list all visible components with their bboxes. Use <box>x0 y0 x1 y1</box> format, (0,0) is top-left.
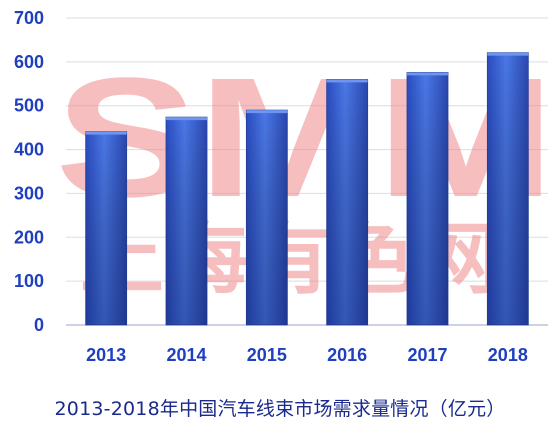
y-tick-label: 0 <box>34 315 44 335</box>
y-tick-label: 600 <box>14 52 44 72</box>
y-axis-ticks: 0 100 200 300 400 500 600 700 <box>14 8 44 335</box>
bar-cap <box>487 52 529 56</box>
bar-shade <box>246 110 288 325</box>
y-tick-label: 500 <box>14 96 44 116</box>
x-tick-label: 2013 <box>86 345 126 365</box>
gridlines <box>66 17 548 326</box>
bars <box>85 52 529 326</box>
watermark: SMM 上海有色网 <box>55 43 555 305</box>
bar-shade <box>85 131 127 325</box>
x-tick-label: 2017 <box>407 345 447 365</box>
y-tick-label: 300 <box>14 183 44 203</box>
x-tick-label: 2018 <box>488 345 528 365</box>
y-tick-label: 700 <box>14 8 44 28</box>
bar-shade <box>407 72 448 325</box>
y-tick-label: 100 <box>14 271 44 291</box>
x-tick-label: 2016 <box>327 345 367 365</box>
y-tick-label: 200 <box>14 227 44 247</box>
x-tick-label: 2014 <box>166 345 206 365</box>
bar-cap <box>326 79 368 83</box>
bar-cap <box>166 117 207 121</box>
bar-cap <box>246 110 288 114</box>
bar-shade <box>326 79 368 326</box>
bar-shade <box>166 117 207 325</box>
y-tick-label: 400 <box>14 140 44 160</box>
bar-shade <box>487 52 529 325</box>
x-axis-ticks: 2013 2014 2015 2016 2017 2018 <box>86 345 528 365</box>
bar-cap <box>85 131 127 135</box>
x-tick-label: 2015 <box>247 345 287 365</box>
watermark-logo: SMM <box>55 43 555 233</box>
bar-cap <box>407 72 448 76</box>
chart-title: 2013-2018年中国汽车线束市场需求量情况（亿元） <box>54 398 506 420</box>
